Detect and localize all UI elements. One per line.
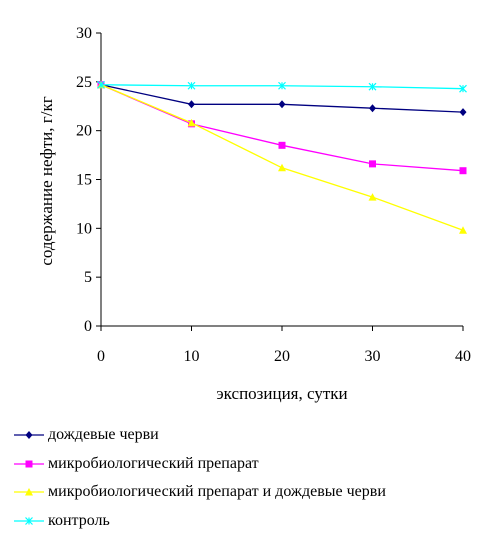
y-tick-label: 15	[76, 172, 92, 189]
data-point	[278, 81, 286, 90]
x-axis-title: экспозиция, сутки	[216, 384, 347, 403]
series-2	[97, 81, 467, 175]
x-tick-label: 40	[455, 348, 471, 365]
data-point	[187, 118, 196, 127]
series-line	[100, 84, 464, 172]
y-tick-label: 25	[76, 74, 92, 91]
legend-swatch	[14, 460, 44, 468]
y-tick-label: 5	[84, 269, 92, 286]
legend-label: контроль	[48, 511, 110, 529]
data-point	[368, 193, 377, 201]
legend-label: дождевые черви	[48, 426, 159, 444]
x-tick-label: 20	[274, 348, 290, 365]
data-point	[369, 104, 376, 113]
data-point	[459, 226, 467, 234]
series-3	[97, 80, 467, 234]
data-point	[25, 460, 33, 468]
y-ticks: 0 5 10 15 20 25 30	[76, 25, 101, 335]
legend-swatch	[14, 488, 44, 496]
data-point	[368, 82, 377, 91]
data-point	[459, 84, 467, 93]
legend-swatch	[14, 431, 44, 440]
y-tick-label: 30	[76, 25, 92, 42]
data-point	[369, 160, 376, 168]
data-point	[278, 141, 286, 149]
data-point	[278, 100, 286, 109]
data-point	[459, 167, 467, 175]
chart: 0 5 10 15 20 25 30 0 10 20 30 40 содержание нефти,…	[37, 25, 471, 403]
legend-item: микробиологический препарат и дождевые ч…	[14, 478, 489, 507]
data-point	[459, 108, 467, 117]
series-4	[97, 80, 467, 93]
legend-item: микробиологический препарат	[14, 450, 489, 479]
y-axis-title: содержание нефти, г/кг	[37, 96, 56, 265]
legend-label: микробиологический препарат и дождевые ч…	[48, 483, 386, 501]
data-point	[97, 80, 105, 89]
data-point	[25, 431, 33, 440]
y-tick-label: 0	[84, 318, 92, 335]
series-group	[97, 80, 467, 234]
data-point	[25, 488, 33, 496]
legend: дождевые черви микробиологический препара…	[14, 421, 489, 535]
legend-swatch	[14, 516, 44, 525]
x-ticks: 0 10 20 30 40	[97, 326, 471, 365]
y-tick-label: 20	[76, 123, 92, 140]
y-tick-label: 10	[76, 220, 92, 237]
x-tick-label: 30	[365, 348, 381, 365]
legend-label: микробиологический препарат	[48, 454, 259, 472]
axes	[100, 33, 463, 327]
data-point	[187, 81, 196, 90]
legend-item: контроль	[14, 507, 489, 536]
data-point	[278, 163, 286, 172]
legend-item: дождевые черви	[14, 421, 489, 450]
x-tick-label: 0	[97, 348, 105, 365]
data-point	[188, 100, 195, 109]
x-tick-label: 10	[184, 348, 200, 365]
data-point	[25, 516, 33, 525]
